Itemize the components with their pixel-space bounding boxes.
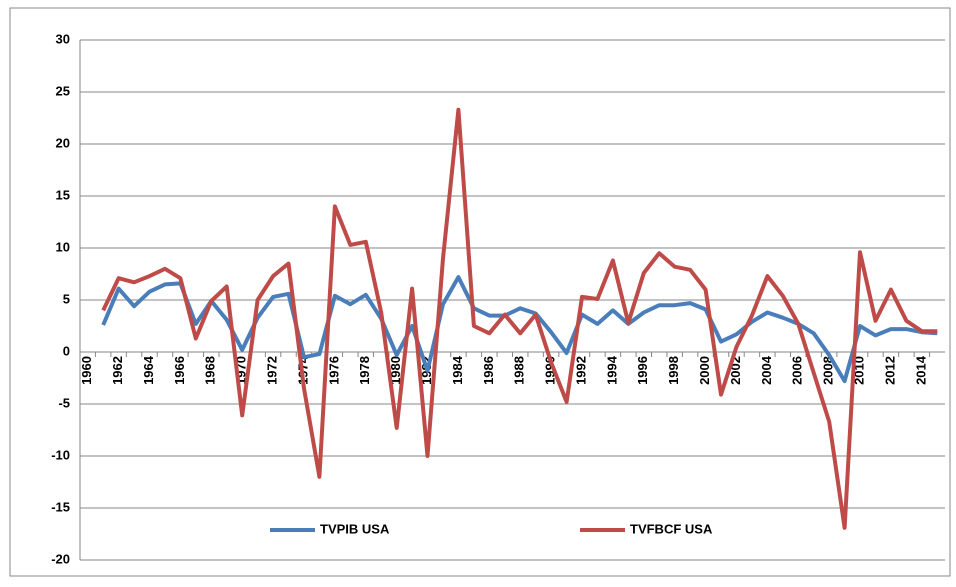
x-tick-label: 1978 (357, 356, 372, 385)
x-tick-label: 1972 (265, 356, 280, 385)
y-tick-label: 5 (63, 291, 70, 306)
x-tick-label: 1966 (172, 356, 187, 385)
x-tick-label: 1988 (512, 356, 527, 385)
x-tick-label: 1964 (141, 355, 156, 385)
y-tick-label: -10 (51, 447, 70, 462)
x-tick-label: 1994 (604, 355, 619, 385)
x-tick-label: 1984 (450, 355, 465, 385)
y-tick-label: 30 (56, 31, 70, 46)
series-line (101, 107, 938, 530)
x-tick-label: 2012 (882, 356, 897, 385)
x-tick-label: 1960 (79, 356, 94, 385)
x-tick-label: 1976 (326, 356, 341, 385)
x-tick-label: 1986 (481, 356, 496, 385)
x-tick-label: 2004 (759, 355, 774, 385)
y-tick-label: -5 (58, 395, 70, 410)
x-tick-label: 1996 (635, 356, 650, 385)
x-tick-label: 1992 (573, 356, 588, 385)
y-tick-label: 10 (56, 239, 70, 254)
y-tick-label: 20 (56, 135, 70, 150)
legend-label: TVFBCF USA (630, 521, 713, 536)
x-tick-label: 1962 (110, 356, 125, 385)
legend-label: TVPIB USA (320, 521, 390, 536)
x-tick-label: 2014 (913, 355, 928, 385)
y-tick-label: 25 (56, 83, 70, 98)
y-tick-label: -15 (51, 499, 70, 514)
y-tick-label: 15 (56, 187, 70, 202)
x-tick-label: 1998 (666, 356, 681, 385)
x-tick-label: 2000 (697, 356, 712, 385)
y-tick-label: -20 (51, 551, 70, 566)
y-tick-label: 0 (63, 343, 70, 358)
chart-border (9, 7, 951, 577)
x-tick-label: 2006 (790, 356, 805, 385)
x-tick-label: 1968 (203, 356, 218, 385)
x-tick-label: 1990 (543, 356, 558, 385)
